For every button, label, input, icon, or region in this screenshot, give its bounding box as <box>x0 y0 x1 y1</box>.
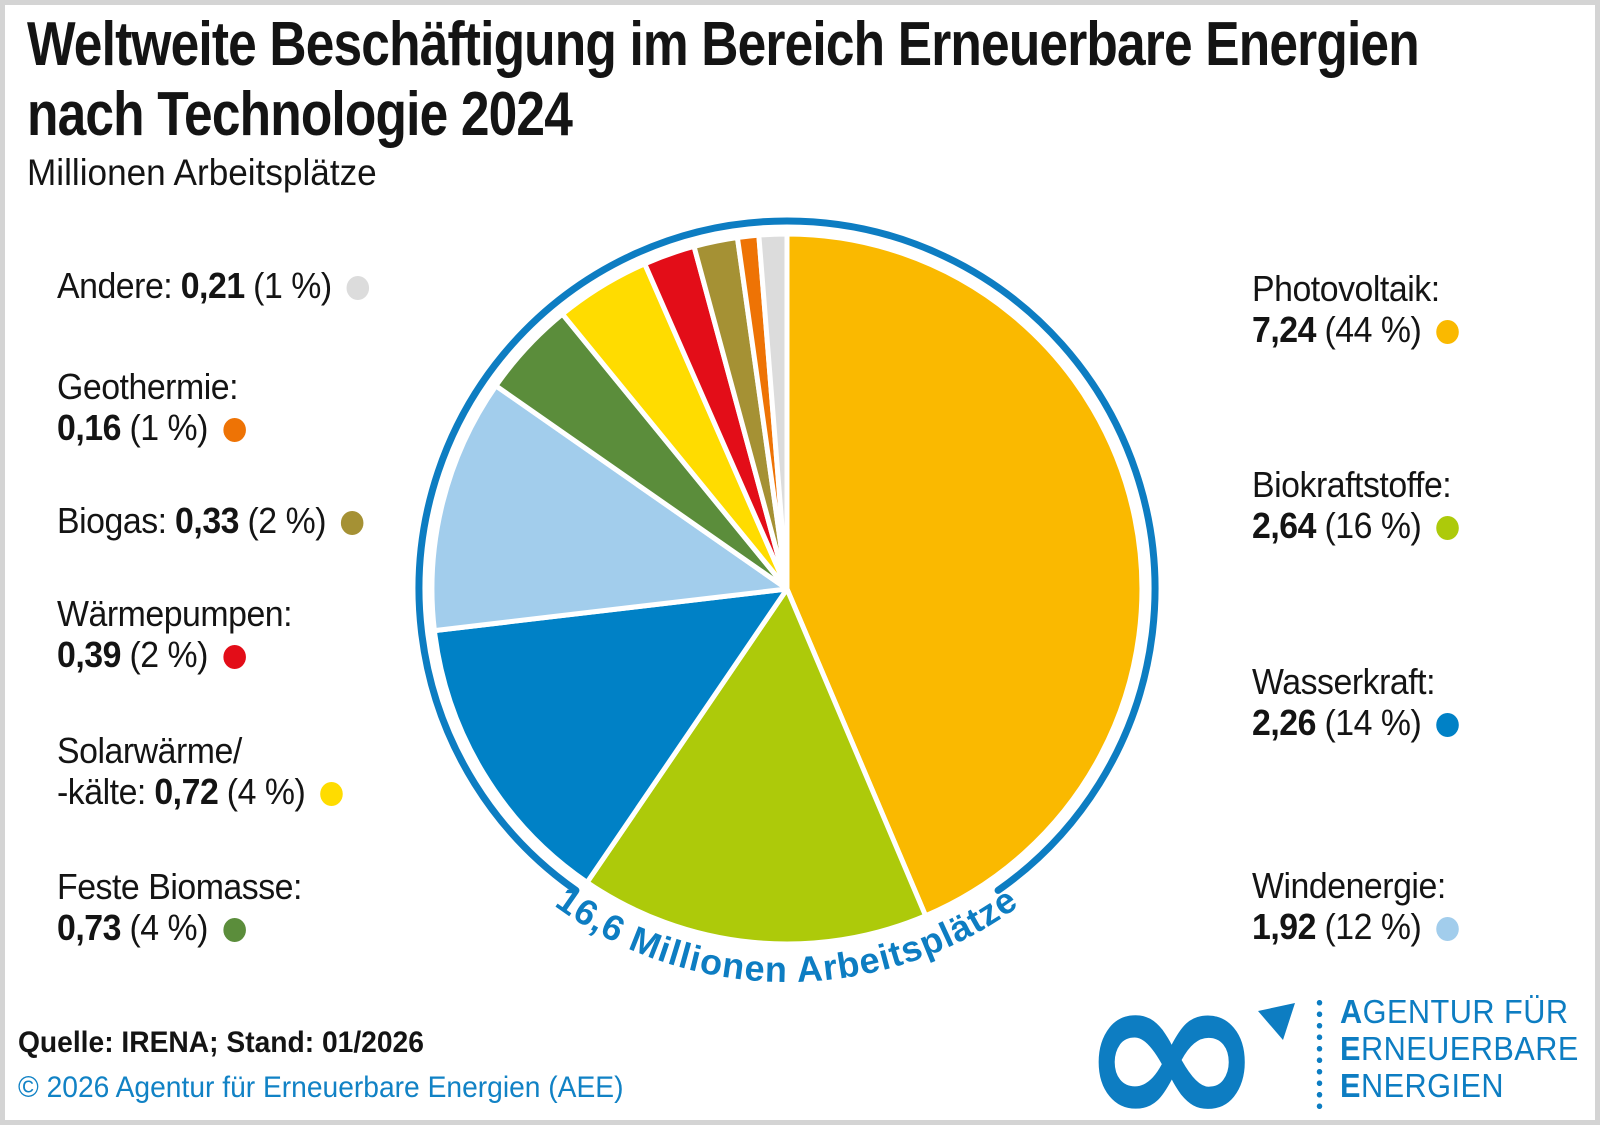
legend-color-dot <box>222 918 246 942</box>
legend-value: 2,64 <box>1252 505 1316 546</box>
pie-slice-windenergie <box>429 383 790 634</box>
pie-outer-ring <box>415 217 1159 894</box>
legend-label: Wärmepumpen: <box>57 593 293 634</box>
legend-item-biogas: Biogas: 0,33 (2 %) <box>57 500 364 541</box>
legend-percent: (14 %) <box>1324 702 1422 743</box>
page-title-line2: nach Technologie 2024 <box>27 80 573 149</box>
legend-label: Andere: <box>57 265 173 306</box>
legend-color-dot <box>222 645 246 669</box>
legend-percent: (12 %) <box>1324 906 1422 947</box>
legend-percent: (2 %) <box>247 500 327 541</box>
copyright-note: © 2026 Agentur für Erneuerbare Energien … <box>18 1071 624 1104</box>
legend-color-dot <box>341 511 364 535</box>
pie-slice-biogas <box>691 235 790 592</box>
page-title-line1: Weltweite Beschäftigung im Bereich Erneu… <box>27 10 1420 79</box>
legend-label: Biogas: <box>57 500 167 541</box>
source-note: Quelle: IRENA; Stand: 01/2026 <box>18 1026 424 1059</box>
pie-slice-andere <box>756 231 790 592</box>
legend-percent: (4 %) <box>129 907 208 948</box>
pie-slice-photovoltaik <box>784 231 1145 919</box>
legend-item-andere: Andere: 0,21 (1 %) <box>57 265 370 306</box>
legend-color-dot <box>346 276 370 300</box>
legend-percent: (1 %) <box>253 265 332 306</box>
legend-label: Photovoltaik: <box>1252 268 1440 309</box>
pie-total-label: 16,6 Millionen Arbeitsplätze <box>549 878 1025 990</box>
pie-slice-feste-biomasse <box>493 311 790 592</box>
legend-value: 0,73 <box>57 907 121 948</box>
legend-item-geothermie: Geothermie: 0,16 (1 %) <box>57 366 246 448</box>
legend-value: 0,33 <box>175 500 240 541</box>
legend-value: 2,26 <box>1252 702 1316 743</box>
legend-label: Wasserkraft: <box>1252 661 1436 702</box>
pie-slice-biokraftstoffe <box>584 586 929 947</box>
legend-item-photovoltaik: Photovoltaik: 7,24 (44 %) <box>1252 268 1459 350</box>
legend-item-windenergie: Windenergie: 1,92 (12 %) <box>1252 865 1459 947</box>
legend-color-dot <box>1436 516 1459 540</box>
legend-label-line2: -kälte: <box>57 771 146 812</box>
legend-value: 7,24 <box>1252 309 1316 350</box>
legend-label: Windenergie: <box>1252 865 1446 906</box>
logo-line-1: AGENTUR FÜR <box>1340 993 1569 1030</box>
legend-value: 0,39 <box>57 634 121 675</box>
pie-slice-solarw-rme-k-lte <box>559 261 790 592</box>
logo-dotted-divider <box>1316 997 1323 1109</box>
legend-color-dot <box>1436 917 1459 941</box>
logo-line-2: ERNEUERBARE <box>1340 1030 1579 1067</box>
legend-value: 0,72 <box>154 771 219 812</box>
pie-slice-w-rmepumpen <box>642 243 790 592</box>
legend-item-feste-biomasse: Feste Biomasse: 0,73 (4 %) <box>57 866 302 948</box>
legend-percent: (2 %) <box>129 634 208 675</box>
legend-percent: (44 %) <box>1324 309 1422 350</box>
legend-percent: (1 %) <box>129 407 208 448</box>
legend-percent: (4 %) <box>226 771 306 812</box>
logo-line-3: ENERGIEN <box>1340 1067 1505 1104</box>
legend-label: Solarwärme/ <box>57 730 242 771</box>
legend-color-dot <box>1436 320 1459 344</box>
page-subtitle: Millionen Arbeitsplätze <box>27 152 377 193</box>
aee-logo-wordmark: AGENTUR FÜR ERNEUERBARE ENERGIEN <box>1340 993 1579 1104</box>
legend-color-dot <box>222 418 246 442</box>
legend-label: Geothermie: <box>57 366 239 407</box>
legend-item-biokraftstoffe: Biokraftstoffe: 2,64 (16 %) <box>1252 464 1459 546</box>
legend-color-dot <box>1436 713 1459 737</box>
legend-value: 0,21 <box>180 265 245 306</box>
legend-value: 1,92 <box>1252 906 1316 947</box>
legend-label: Feste Biomasse: <box>57 866 302 907</box>
page-title: Weltweite Beschäftigung im Bereich Erneu… <box>27 10 1420 150</box>
pie-slice-wasserkraft <box>431 586 790 885</box>
legend-label: Biokraftstoffe: <box>1252 464 1452 505</box>
legend-percent: (16 %) <box>1324 505 1422 546</box>
legend-item-waermepumpen: Wärmepumpen: 0,39 (2 %) <box>57 593 293 675</box>
legend-color-dot <box>320 782 343 806</box>
pie-slice-geothermie <box>734 232 790 592</box>
legend-item-solarwaerme: Solarwärme/ -kälte: 0,72 (4 %) <box>57 730 343 812</box>
legend-item-wasserkraft: Wasserkraft: 2,26 (14 %) <box>1252 661 1459 743</box>
legend-value: 0,16 <box>57 407 121 448</box>
